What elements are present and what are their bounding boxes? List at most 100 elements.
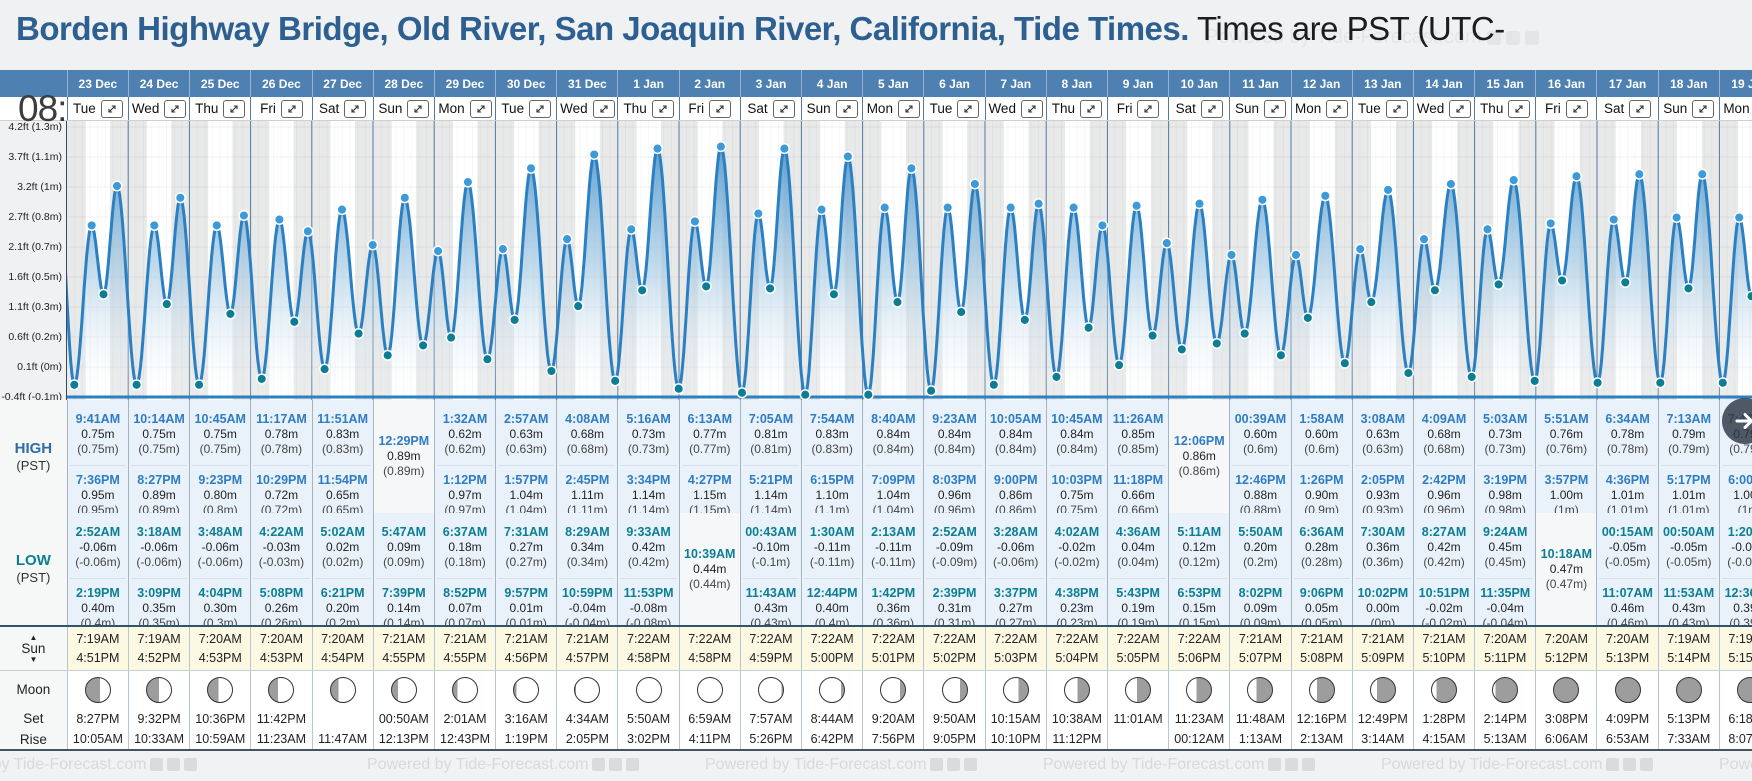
moon-set-time: 6:59AM (678, 708, 740, 729)
expand-day-button[interactable] (592, 99, 615, 118)
expand-day-button[interactable] (469, 99, 492, 118)
high-tide-height-alt: (0.98m) (1484, 503, 1526, 513)
expand-day-button[interactable] (1080, 99, 1103, 118)
low-tide-height: -0.04m (568, 601, 607, 615)
high-tide-time: 11:26AM (1112, 412, 1164, 426)
sunset-time: 4:52PM (137, 650, 181, 665)
moon-phase-cell (984, 671, 1046, 708)
expand-day-button[interactable] (407, 99, 430, 118)
low-tide-point (1238, 328, 1251, 340)
expand-day-button[interactable] (1565, 99, 1588, 118)
expand-day-button[interactable] (1263, 99, 1286, 118)
high-tide-height-alt: (1.11m) (567, 503, 608, 513)
low-tide-height: 0.40m (81, 601, 115, 615)
low-tide-time: 8:02PM (1238, 586, 1283, 600)
high-tide-height: 0.75m (81, 427, 115, 441)
dow-cell: Tue (1351, 97, 1413, 120)
expand-day-button[interactable] (344, 99, 367, 118)
high-tide-point (1161, 237, 1173, 249)
sunset-time: 5:06PM (1177, 650, 1221, 665)
sunrise-time: 7:20AM (259, 631, 303, 646)
low-tide-height-alt: (0.45m) (1484, 555, 1526, 569)
high-tide-height: 1.04m (509, 488, 543, 502)
low-tide-point (1050, 371, 1062, 383)
expand-day-button[interactable] (1629, 99, 1652, 118)
watermark-icon (930, 758, 944, 771)
low-tide-height-alt: (0.36m) (1362, 555, 1404, 569)
low-tide-height: -0.03m (262, 540, 301, 554)
low-tide-time: 3:37PM (993, 586, 1038, 600)
low-tide-time: 8:29AM (565, 525, 610, 539)
high-tide-entry: 6:34AM 0.78m (0.78m) (1599, 412, 1655, 457)
high-tide-point (497, 243, 509, 255)
high-tide-entry: 12:06PM 0.86m (0.86m) (1171, 434, 1227, 479)
sun-cell: 7:22AM 5:02PM (923, 627, 985, 670)
high-tide-height-alt: (0.65m) (321, 503, 364, 513)
high-tide-entry: 4:09AM 0.68m (0.68m) (1416, 412, 1472, 457)
high-tide-time: 10:29PM (256, 473, 307, 487)
expand-day-button[interactable] (651, 99, 674, 118)
moon-phase-icon (574, 676, 601, 703)
expand-icon (1636, 104, 1644, 113)
moon-rise-time: 6:42PM (801, 729, 862, 749)
expand-day-button[interactable] (1200, 99, 1223, 118)
next-page-button[interactable] (1722, 398, 1752, 444)
moon-set-time: 5:50AM (617, 708, 678, 729)
high-tide-height-alt: (0.83m) (811, 442, 853, 456)
high-tide-entry: 5:03AM 0.73m (0.73m) (1477, 412, 1533, 457)
expand-day-button[interactable] (1385, 99, 1408, 118)
low-tide-height-alt: (0.3m) (202, 616, 238, 625)
dow-cell: Thu (1045, 97, 1107, 120)
expand-day-button[interactable] (1508, 99, 1531, 118)
moon-phase-cell (1168, 671, 1229, 708)
moon-set-time: 9:32PM (127, 708, 189, 729)
low-tide-height: 0.27m (509, 540, 543, 554)
high-tide-height-alt: (0.79m) (1729, 442, 1752, 456)
high-tide-entry: 11:51AM 0.83m (0.83m) (315, 412, 371, 457)
expand-day-button[interactable] (1692, 99, 1715, 118)
high-tide-height: 1.01m (1610, 488, 1645, 502)
high-tide-height-alt: (0.75m) (199, 442, 241, 456)
low-tide-point (1019, 314, 1031, 326)
date-header: 24 Dec (127, 70, 189, 97)
high-tide-height-alt: (0.84m) (995, 442, 1037, 456)
low-tide-cell: 00:43AM -0.10m (-0.1m) 11:43AM 0.43m (0.43m) (739, 513, 802, 625)
low-tide-entry: 2:52AM -0.06m (-0.06m) (70, 525, 126, 570)
expand-day-button[interactable] (280, 99, 303, 118)
expand-day-button[interactable] (1020, 99, 1043, 118)
expand-day-button[interactable] (835, 99, 858, 118)
sun-cell: 7:21AM 4:55PM (372, 627, 434, 670)
dow-label: Thu (1051, 101, 1076, 116)
expand-day-button[interactable] (223, 99, 246, 118)
expand-day-button[interactable] (897, 99, 920, 118)
expand-day-button[interactable] (100, 99, 123, 118)
high-tide-cell: 7:05AM 0.81m (0.81m) 5:21PM 1.14m (1.14m) (739, 400, 802, 513)
expand-day-button[interactable] (1326, 99, 1349, 118)
dow-cell: Wed (127, 97, 190, 120)
high-tide-time: 11:51AM (317, 412, 368, 426)
expand-day-button[interactable] (1449, 99, 1472, 118)
high-tide-height: 0.60m (1304, 427, 1339, 441)
low-tide-time: 9:24AM (1482, 525, 1528, 539)
moon-phase-icon (84, 676, 111, 703)
expand-day-button[interactable] (164, 99, 187, 118)
low-tide-height-alt: (0.28m) (1300, 555, 1343, 569)
expand-day-button[interactable] (1137, 99, 1160, 118)
expand-icon (1208, 104, 1216, 113)
low-tide-height: 0.28m (1304, 540, 1339, 554)
expand-day-button[interactable] (529, 99, 552, 118)
expand-icon (964, 104, 972, 113)
high-tide-point (1319, 190, 1331, 202)
watermark: Powered by Tide-Forecast.com (1381, 756, 1654, 774)
expand-day-button[interactable] (957, 99, 980, 118)
moon-rise-time: 6:06AM (1535, 729, 1596, 749)
low-tide-height: -0.09m (935, 540, 974, 554)
low-tide-time: 2:52AM (932, 525, 977, 539)
low-tide-time: 5:08PM (259, 586, 304, 600)
high-tide-entry: 3:19PM 0.98m (0.98m) (1477, 465, 1534, 513)
high-tide-height: 1.14m (754, 488, 788, 502)
expand-day-button[interactable] (709, 99, 732, 118)
expand-day-button[interactable] (772, 99, 795, 118)
high-tide-height: 0.84m (876, 427, 910, 441)
